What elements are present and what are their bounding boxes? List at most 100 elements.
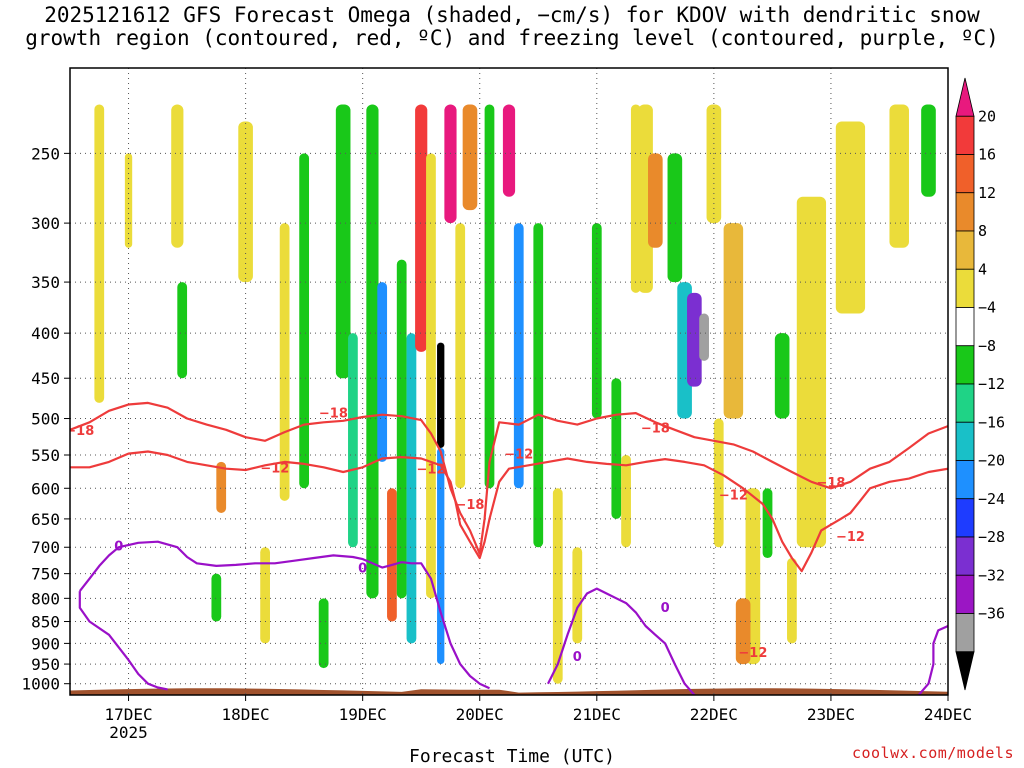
x-tick-label-7: 24DEC	[924, 705, 972, 724]
omega-shade-18	[437, 342, 445, 448]
omega-shade-4	[216, 461, 227, 513]
dendritic-contour-1	[70, 450, 948, 573]
omega-shade-43	[889, 104, 909, 248]
y-tick-label-4: 450	[31, 369, 60, 388]
contour-label-4: −12	[504, 448, 533, 463]
colorbar-label-6: −8	[978, 337, 996, 355]
colorbar-label-1: 16	[978, 146, 996, 164]
x-tick-label-2: 19DEC	[339, 705, 387, 724]
colorbar-label-13: −36	[978, 605, 1005, 623]
y-tick-label-1: 300	[31, 214, 60, 233]
colorbar-label-2: 12	[978, 184, 996, 202]
omega-shade-3	[177, 282, 188, 379]
omega-shade-52	[787, 558, 797, 644]
contour-label-13: 0	[661, 601, 670, 616]
chart-title: 2025121612 GFS Forecast Omega (shaded, −…	[0, 4, 1024, 50]
contour-label-6: −18	[641, 422, 670, 437]
y-tick-label-5: 500	[31, 410, 60, 429]
colorbar-cap-top	[955, 77, 975, 117]
colorbar-swatch-8	[955, 383, 975, 423]
omega-shade-44	[921, 104, 936, 197]
colorbar-swatch-2	[955, 154, 975, 194]
y-tick-label-8: 650	[31, 510, 60, 529]
colorbar-label-11: −28	[978, 528, 1005, 546]
colorbar-label-8: −16	[978, 413, 1005, 431]
omega-shade-35	[687, 292, 702, 387]
colorbar-swatch-4	[955, 230, 975, 270]
plot-frame	[69, 67, 949, 696]
omega-shade-20	[444, 104, 457, 224]
colorbar-swatch-1	[955, 115, 975, 155]
omega-shade-31	[638, 104, 653, 293]
omega-shade-8	[318, 598, 329, 669]
omega-shade-38	[723, 223, 744, 419]
colorbar-swatch-10	[955, 460, 975, 500]
y-tick-label-12: 850	[31, 613, 60, 632]
contour-label-0: −18	[65, 424, 94, 439]
colorbar-label-5: −4	[978, 299, 996, 317]
colorbar-label-3: 8	[978, 222, 987, 240]
y-tick-label-0: 250	[31, 144, 60, 163]
omega-shade-46	[713, 418, 724, 548]
omega-shade-2	[171, 104, 184, 248]
omega-shade-6	[279, 223, 290, 501]
omega-shade-26	[533, 223, 544, 548]
omega-shade-14	[396, 259, 407, 599]
omega-shade-42	[835, 121, 866, 314]
omega-shade-0	[94, 104, 105, 403]
x-tick-label-6: 23DEC	[807, 705, 855, 724]
y-tick-label-14: 950	[31, 655, 60, 674]
omega-shade-5	[238, 121, 253, 283]
colorbar-label-10: −24	[978, 490, 1005, 508]
y-tick-label-3: 400	[31, 324, 60, 343]
colorbar-swatch-3	[955, 192, 975, 232]
contour-label-10: −12	[738, 646, 767, 661]
omega-shade-13	[387, 488, 397, 622]
title-line-2: growth region (contoured, red, ºC) and f…	[25, 26, 999, 50]
x-tick-label-1: 18DEC	[222, 705, 270, 724]
colorbar-cap-bottom	[955, 651, 975, 691]
omega-shade-25	[513, 223, 524, 489]
omega-shade-15	[406, 333, 417, 644]
omega-shade-49	[260, 547, 270, 644]
y-tick-label-10: 750	[31, 565, 60, 584]
contour-label-8: −18	[816, 476, 845, 491]
omega-shade-48	[211, 573, 222, 622]
contour-label-2: −12	[260, 461, 289, 476]
omega-shade-19	[437, 447, 445, 665]
omega-shade-40	[774, 333, 790, 419]
x-tick-label-0: 17DEC	[104, 705, 152, 724]
terrain-fill	[70, 688, 948, 695]
colorbar-label-0: 20	[978, 107, 996, 125]
omega-shade-24	[502, 104, 516, 197]
omega-shade-28	[591, 223, 602, 419]
omega-shade-17	[426, 153, 436, 599]
colorbar-swatch-9	[955, 421, 975, 461]
omega-shade-1	[124, 153, 133, 248]
omega-shade-50	[621, 454, 631, 548]
omega-shade-11	[366, 104, 379, 599]
y-tick-label-15: 1000	[21, 675, 60, 694]
omega-shade-32	[648, 153, 663, 248]
title-line-1: 2025121612 GFS Forecast Omega (shaded, −…	[44, 3, 980, 27]
omega-shade-12	[377, 282, 388, 462]
dendritic-contour-0	[70, 401, 948, 555]
colorbar-label-4: 4	[978, 260, 987, 278]
colorbar-label-12: −32	[978, 566, 1005, 584]
omega-shade-45	[735, 598, 751, 665]
contour-label-5: −18	[455, 498, 484, 513]
y-tick-label-13: 900	[31, 634, 60, 653]
omega-shade-9	[335, 104, 351, 379]
omega-shade-7	[299, 153, 310, 489]
y-tick-label-7: 600	[31, 479, 60, 498]
colorbar-swatch-12	[955, 536, 975, 576]
omega-shade-21	[455, 223, 466, 489]
credit-link[interactable]: coolwx.com/models	[851, 744, 1014, 762]
contour-label-3: −12	[416, 463, 445, 478]
y-tick-label-11: 800	[31, 589, 60, 608]
y-tick-label-6: 550	[31, 446, 60, 465]
omega-shade-22	[462, 104, 478, 211]
omega-shade-47	[572, 547, 583, 644]
omega-shade-16	[415, 104, 428, 352]
